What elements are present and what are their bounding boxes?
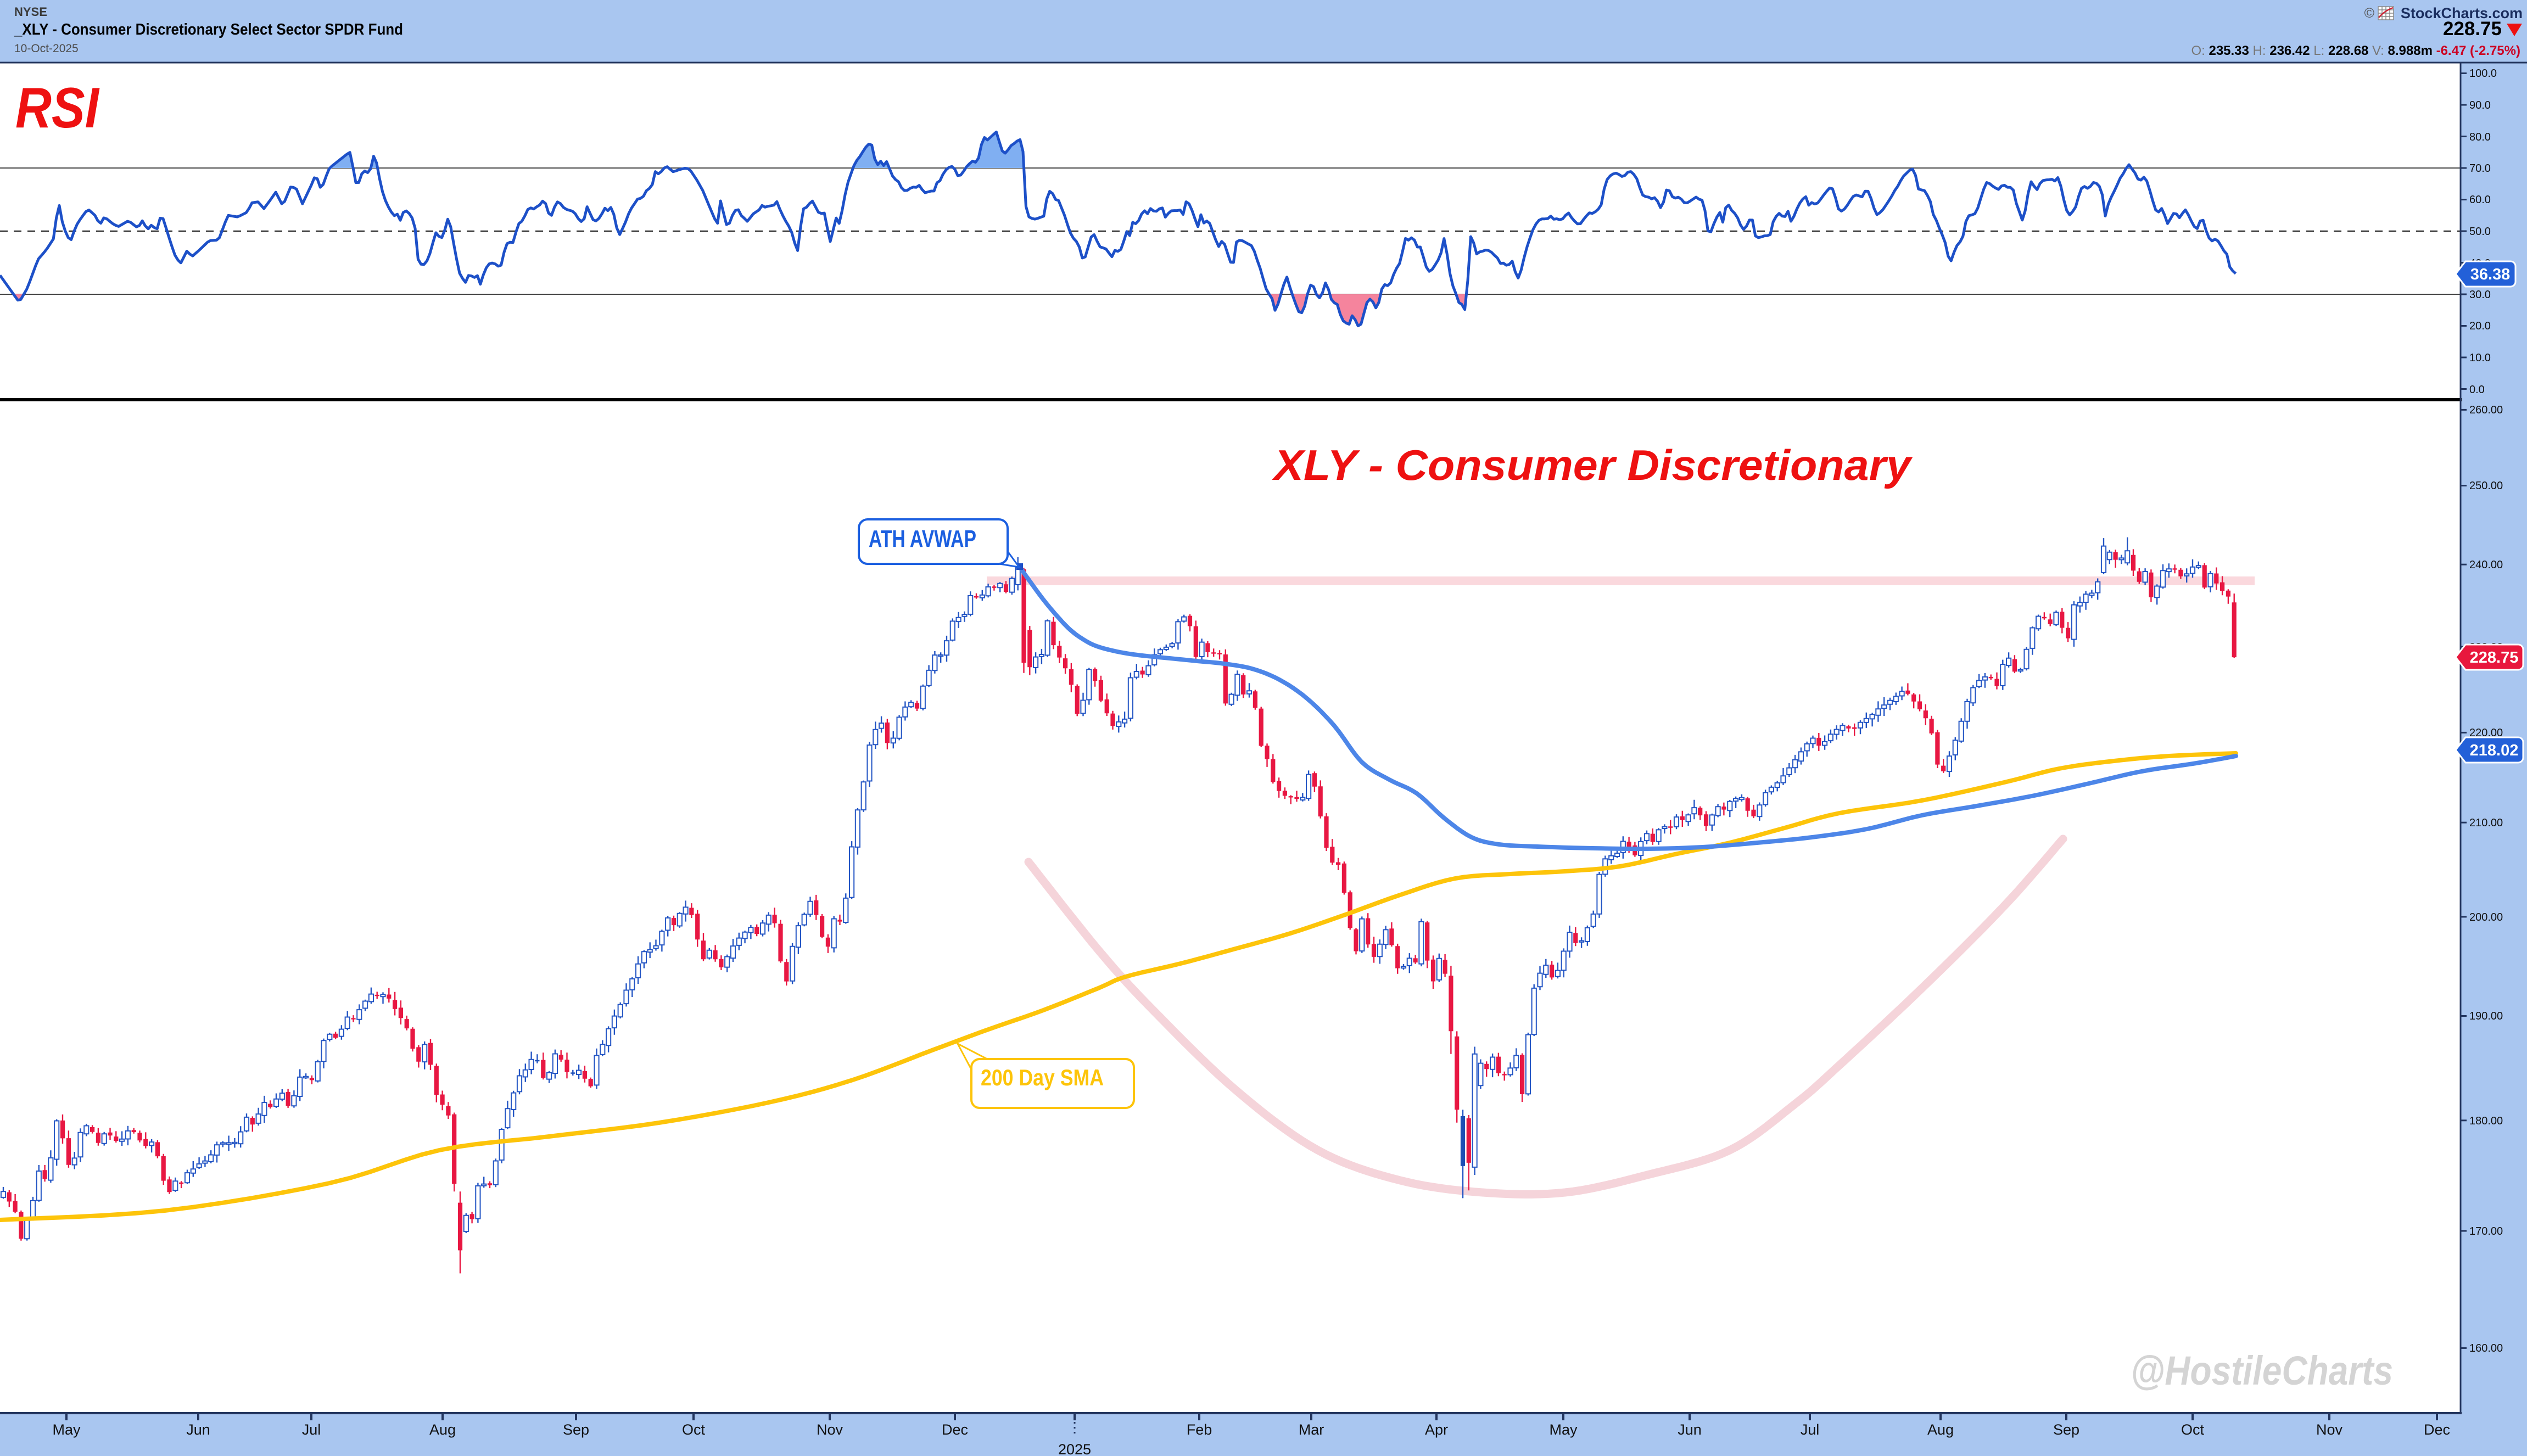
svg-text:Feb: Feb xyxy=(1187,1421,1212,1438)
svg-text:100.0: 100.0 xyxy=(2469,68,2497,80)
svg-text:80.0: 80.0 xyxy=(2469,131,2491,143)
svg-text:200 Day SMA: 200 Day SMA xyxy=(981,1065,1104,1090)
svg-text:260.00: 260.00 xyxy=(2469,404,2503,416)
svg-text:Jun: Jun xyxy=(1678,1421,1702,1438)
svg-text:O: 235.33 H: 236.42 L: 228.6: O: 235.33 H: 236.42 L: 228.68 V: 8.988m … xyxy=(2191,43,2520,58)
svg-text:©: © xyxy=(2364,5,2375,21)
svg-text:Sep: Sep xyxy=(563,1421,589,1438)
svg-text:Jul: Jul xyxy=(1801,1421,1820,1438)
svg-text:20.0: 20.0 xyxy=(2469,320,2491,332)
svg-text:10-Oct-2025: 10-Oct-2025 xyxy=(14,42,79,55)
svg-text:220.00: 220.00 xyxy=(2469,727,2503,739)
svg-text:Aug: Aug xyxy=(429,1421,456,1438)
svg-text:160.00: 160.00 xyxy=(2469,1342,2503,1354)
svg-text:250.00: 250.00 xyxy=(2469,480,2503,492)
svg-text:180.00: 180.00 xyxy=(2469,1115,2503,1127)
svg-text:Aug: Aug xyxy=(1927,1421,1954,1438)
svg-text:Oct: Oct xyxy=(2181,1421,2205,1438)
svg-text:Sep: Sep xyxy=(2053,1421,2079,1438)
svg-text:May: May xyxy=(52,1421,81,1438)
svg-text:218.02: 218.02 xyxy=(2470,742,2519,759)
svg-text:May: May xyxy=(1549,1421,1578,1438)
svg-text:90.0: 90.0 xyxy=(2469,99,2491,111)
svg-text:170.00: 170.00 xyxy=(2469,1225,2503,1237)
svg-text:200.00: 200.00 xyxy=(2469,911,2503,923)
svg-text:10.0: 10.0 xyxy=(2469,352,2491,364)
svg-text:0.0: 0.0 xyxy=(2469,384,2485,396)
svg-text:Apr: Apr xyxy=(1425,1421,1448,1438)
svg-text:228.75: 228.75 xyxy=(2443,18,2502,40)
svg-text:Jun: Jun xyxy=(186,1421,210,1438)
svg-text:RSI: RSI xyxy=(15,76,100,140)
svg-text:_XLY - Consumer Discretionary: _XLY - Consumer Discretionary Select Sec… xyxy=(14,21,403,38)
svg-text:50.0: 50.0 xyxy=(2469,226,2491,238)
svg-text:Oct: Oct xyxy=(682,1421,706,1438)
svg-text:ATH AVWAP: ATH AVWAP xyxy=(869,525,976,552)
svg-text:Nov: Nov xyxy=(817,1421,843,1438)
svg-text:@HostileCharts: @HostileCharts xyxy=(2131,1348,2393,1393)
svg-text:Nov: Nov xyxy=(2316,1421,2343,1438)
svg-text:Jul: Jul xyxy=(302,1421,321,1438)
svg-text:210.00: 210.00 xyxy=(2469,817,2503,829)
svg-text:240.00: 240.00 xyxy=(2469,559,2503,571)
svg-text:XLY - Consumer Discretionary: XLY - Consumer Discretionary xyxy=(1272,441,1913,489)
svg-text:Dec: Dec xyxy=(2424,1421,2450,1438)
svg-text:Dec: Dec xyxy=(942,1421,968,1438)
svg-text:36.38: 36.38 xyxy=(2470,266,2511,283)
svg-text:StockCharts.com: StockCharts.com xyxy=(2401,5,2523,21)
svg-text:60.0: 60.0 xyxy=(2469,194,2491,206)
svg-text:Mar: Mar xyxy=(1299,1421,1324,1438)
svg-text:190.00: 190.00 xyxy=(2469,1010,2503,1022)
svg-text:228.75: 228.75 xyxy=(2470,649,2519,667)
svg-text:2025: 2025 xyxy=(1058,1441,1091,1456)
svg-text:70.0: 70.0 xyxy=(2469,163,2491,175)
svg-text:NYSE: NYSE xyxy=(14,5,47,19)
svg-text:30.0: 30.0 xyxy=(2469,289,2491,301)
